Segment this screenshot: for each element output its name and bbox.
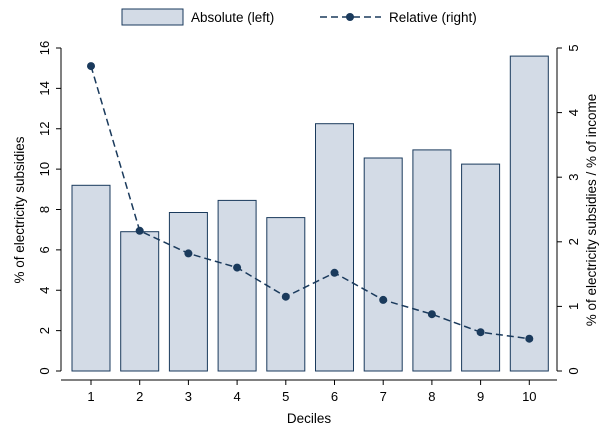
- bar-decile-9: [461, 163, 501, 372]
- x-tick-label: 2: [136, 389, 143, 404]
- right-tick-label: 5: [566, 44, 581, 51]
- legend-swatch-relative-marker: [346, 13, 354, 21]
- right-tick-label: 1: [566, 303, 581, 310]
- x-tick-label: 9: [477, 389, 484, 404]
- x-tick-label: 5: [282, 389, 289, 404]
- left-tick-label: 6: [37, 246, 52, 253]
- left-tick-label: 14: [37, 81, 52, 95]
- x-tick-label: 10: [522, 389, 536, 404]
- relative-point-decile-8: [427, 310, 436, 319]
- relative-point-decile-2: [135, 226, 144, 235]
- right-tick-label: 0: [566, 367, 581, 374]
- bar-decile-1: [71, 184, 111, 372]
- left-axis-ticks: 0 2 4 6 8 10 12 14 16: [37, 41, 61, 375]
- left-tick-label: 12: [37, 122, 52, 136]
- relative-point-decile-10: [525, 334, 534, 343]
- bar-decile-2: [120, 231, 160, 372]
- relative-point-decile-1: [87, 62, 95, 71]
- x-axis-ticks: 1 2 3 4 5 6 7 8 9 10: [87, 380, 537, 404]
- right-tick-label: 3: [566, 174, 581, 181]
- left-tick-label: 16: [37, 41, 52, 55]
- right-axis-title: % of electricity subsidies / % of income: [584, 94, 599, 327]
- bar-decile-7: [363, 157, 403, 372]
- bar-decile-6: [315, 123, 354, 372]
- right-tick-label: 2: [566, 238, 581, 245]
- bar-decile-8: [412, 149, 452, 372]
- x-tick-label: 7: [380, 389, 387, 404]
- relative-point-decile-3: [184, 249, 193, 258]
- left-tick-label: 2: [37, 327, 52, 334]
- left-axis-title: % of electricity subsidies: [12, 136, 27, 283]
- legend-label-absolute: Absolute (left): [191, 10, 274, 25]
- bar-decile-10: [509, 55, 549, 372]
- bars: [71, 55, 549, 372]
- relative-series: [87, 62, 534, 343]
- x-tick-label: 3: [185, 389, 192, 404]
- legend-label-relative: Relative (right): [389, 10, 477, 25]
- right-tick-label: 4: [566, 109, 581, 116]
- x-tick-label: 6: [331, 389, 338, 404]
- relative-point-decile-6: [330, 268, 339, 277]
- relative-point-decile-4: [233, 263, 242, 272]
- bar-decile-4: [217, 199, 257, 372]
- left-tick-label: 0: [37, 367, 52, 374]
- x-axis-title: Deciles: [287, 411, 332, 426]
- relative-point-decile-9: [476, 328, 485, 337]
- relative-line: [90, 65, 530, 340]
- x-tick-label: 1: [87, 389, 94, 404]
- left-tick-label: 8: [37, 206, 52, 213]
- x-tick-label: 4: [233, 389, 240, 404]
- relative-point-decile-7: [379, 295, 388, 304]
- left-tick-label: 10: [37, 162, 52, 176]
- bar-decile-3: [168, 212, 208, 372]
- right-axis-ticks: 0 1 2 3 4 5: [557, 44, 581, 375]
- left-tick-label: 4: [37, 287, 52, 294]
- relative-point-decile-5: [281, 292, 290, 301]
- x-tick-label: 8: [428, 389, 435, 404]
- legend: Absolute (left) Relative (right): [121, 8, 477, 26]
- legend-swatch-absolute: [121, 8, 184, 26]
